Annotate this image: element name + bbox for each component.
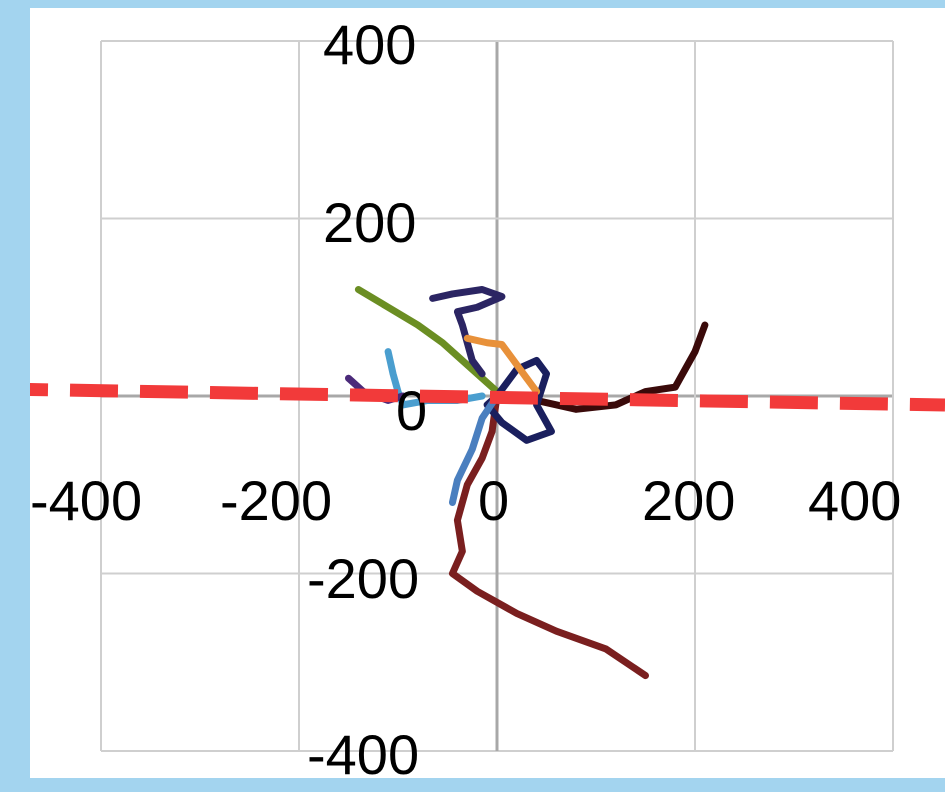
trajectory-line-5 <box>483 357 555 444</box>
y-tick-label: 0 <box>396 379 427 442</box>
red-dashed-reference-line <box>30 383 945 412</box>
trajectory-line-3 <box>354 286 501 396</box>
overlay-layer <box>30 383 945 412</box>
x-tick-label: 0 <box>478 469 509 532</box>
y-tick-label: 200 <box>323 191 416 254</box>
x-tick-label: 200 <box>642 469 735 532</box>
trajectory-line-2 <box>493 321 709 413</box>
trajectory-chart: -400 -200 0 200 400 400 200 0 -200 -400 <box>30 13 945 778</box>
x-tick-label: -200 <box>220 469 332 532</box>
trajectory-line-4 <box>429 286 506 378</box>
x-tick-label: -400 <box>30 469 142 532</box>
trajectory-line-1 <box>448 392 649 680</box>
trajectory-line-6 <box>448 392 501 506</box>
chart-panel: -400 -200 0 200 400 400 200 0 -200 -400 <box>30 8 945 778</box>
trajectory-line-9 <box>463 334 541 396</box>
y-tick-label: -400 <box>307 723 419 778</box>
y-tick-label: -200 <box>307 547 419 610</box>
x-tick-label: 400 <box>808 469 901 532</box>
tick-labels: -400 -200 0 200 400 400 200 0 -200 -400 <box>30 13 901 778</box>
y-tick-label: 400 <box>323 13 416 76</box>
